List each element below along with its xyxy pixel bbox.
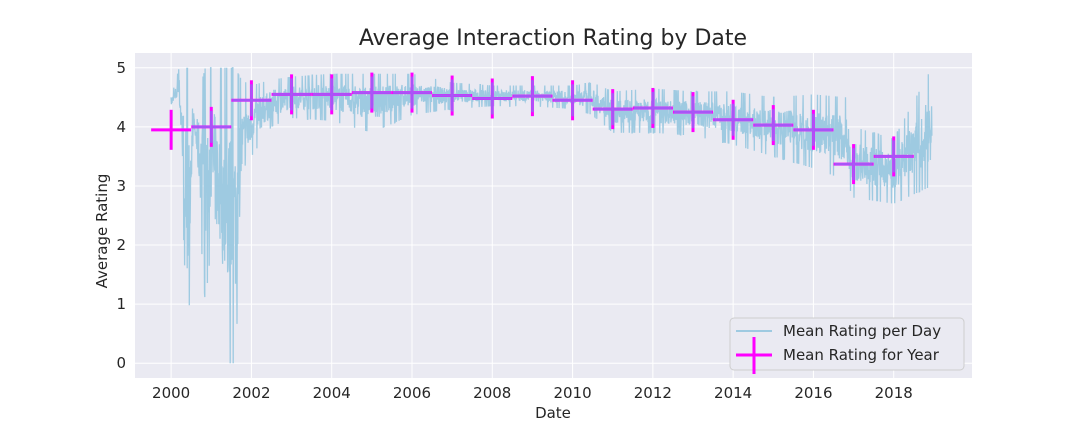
plot-area: 2000 2002 2004 2006 2008 2010 2012 2014 2016 2018… xyxy=(116,53,972,402)
x-axis-label: Date xyxy=(535,404,571,422)
x-tick-label: 2012 xyxy=(634,384,672,402)
x-tick-label: 2008 xyxy=(473,384,511,402)
x-tick-label: 2000 xyxy=(152,384,190,402)
y-tick-label: 4 xyxy=(116,118,126,136)
x-tick-label: 2010 xyxy=(553,384,591,402)
yearly-markers xyxy=(151,72,914,185)
y-axis-label: Average Rating xyxy=(93,174,111,289)
x-tick-label: 2002 xyxy=(232,384,270,402)
x-tick-label: 2004 xyxy=(313,384,351,402)
chart-title: Average Interaction Rating by Date xyxy=(359,26,747,51)
x-tick-label: 2006 xyxy=(393,384,431,402)
y-tick-label: 1 xyxy=(116,295,126,313)
daily-rating-line xyxy=(170,67,933,364)
legend-label-daily: Mean Rating per Day xyxy=(783,322,941,340)
y-tick-label: 5 xyxy=(116,59,126,77)
legend-box xyxy=(729,317,965,371)
x-tick-label: 2018 xyxy=(875,384,913,402)
y-tick-label: 3 xyxy=(116,177,126,195)
y-tick-label: 0 xyxy=(116,354,126,372)
legend-label-yearly: Mean Rating for Year xyxy=(783,346,940,364)
x-tick-label: 2016 xyxy=(794,384,832,402)
x-tick-label: 2014 xyxy=(714,384,752,402)
y-tick-label: 2 xyxy=(116,236,126,254)
legend: Mean Rating per Day Mean Rating for Year xyxy=(729,317,965,374)
